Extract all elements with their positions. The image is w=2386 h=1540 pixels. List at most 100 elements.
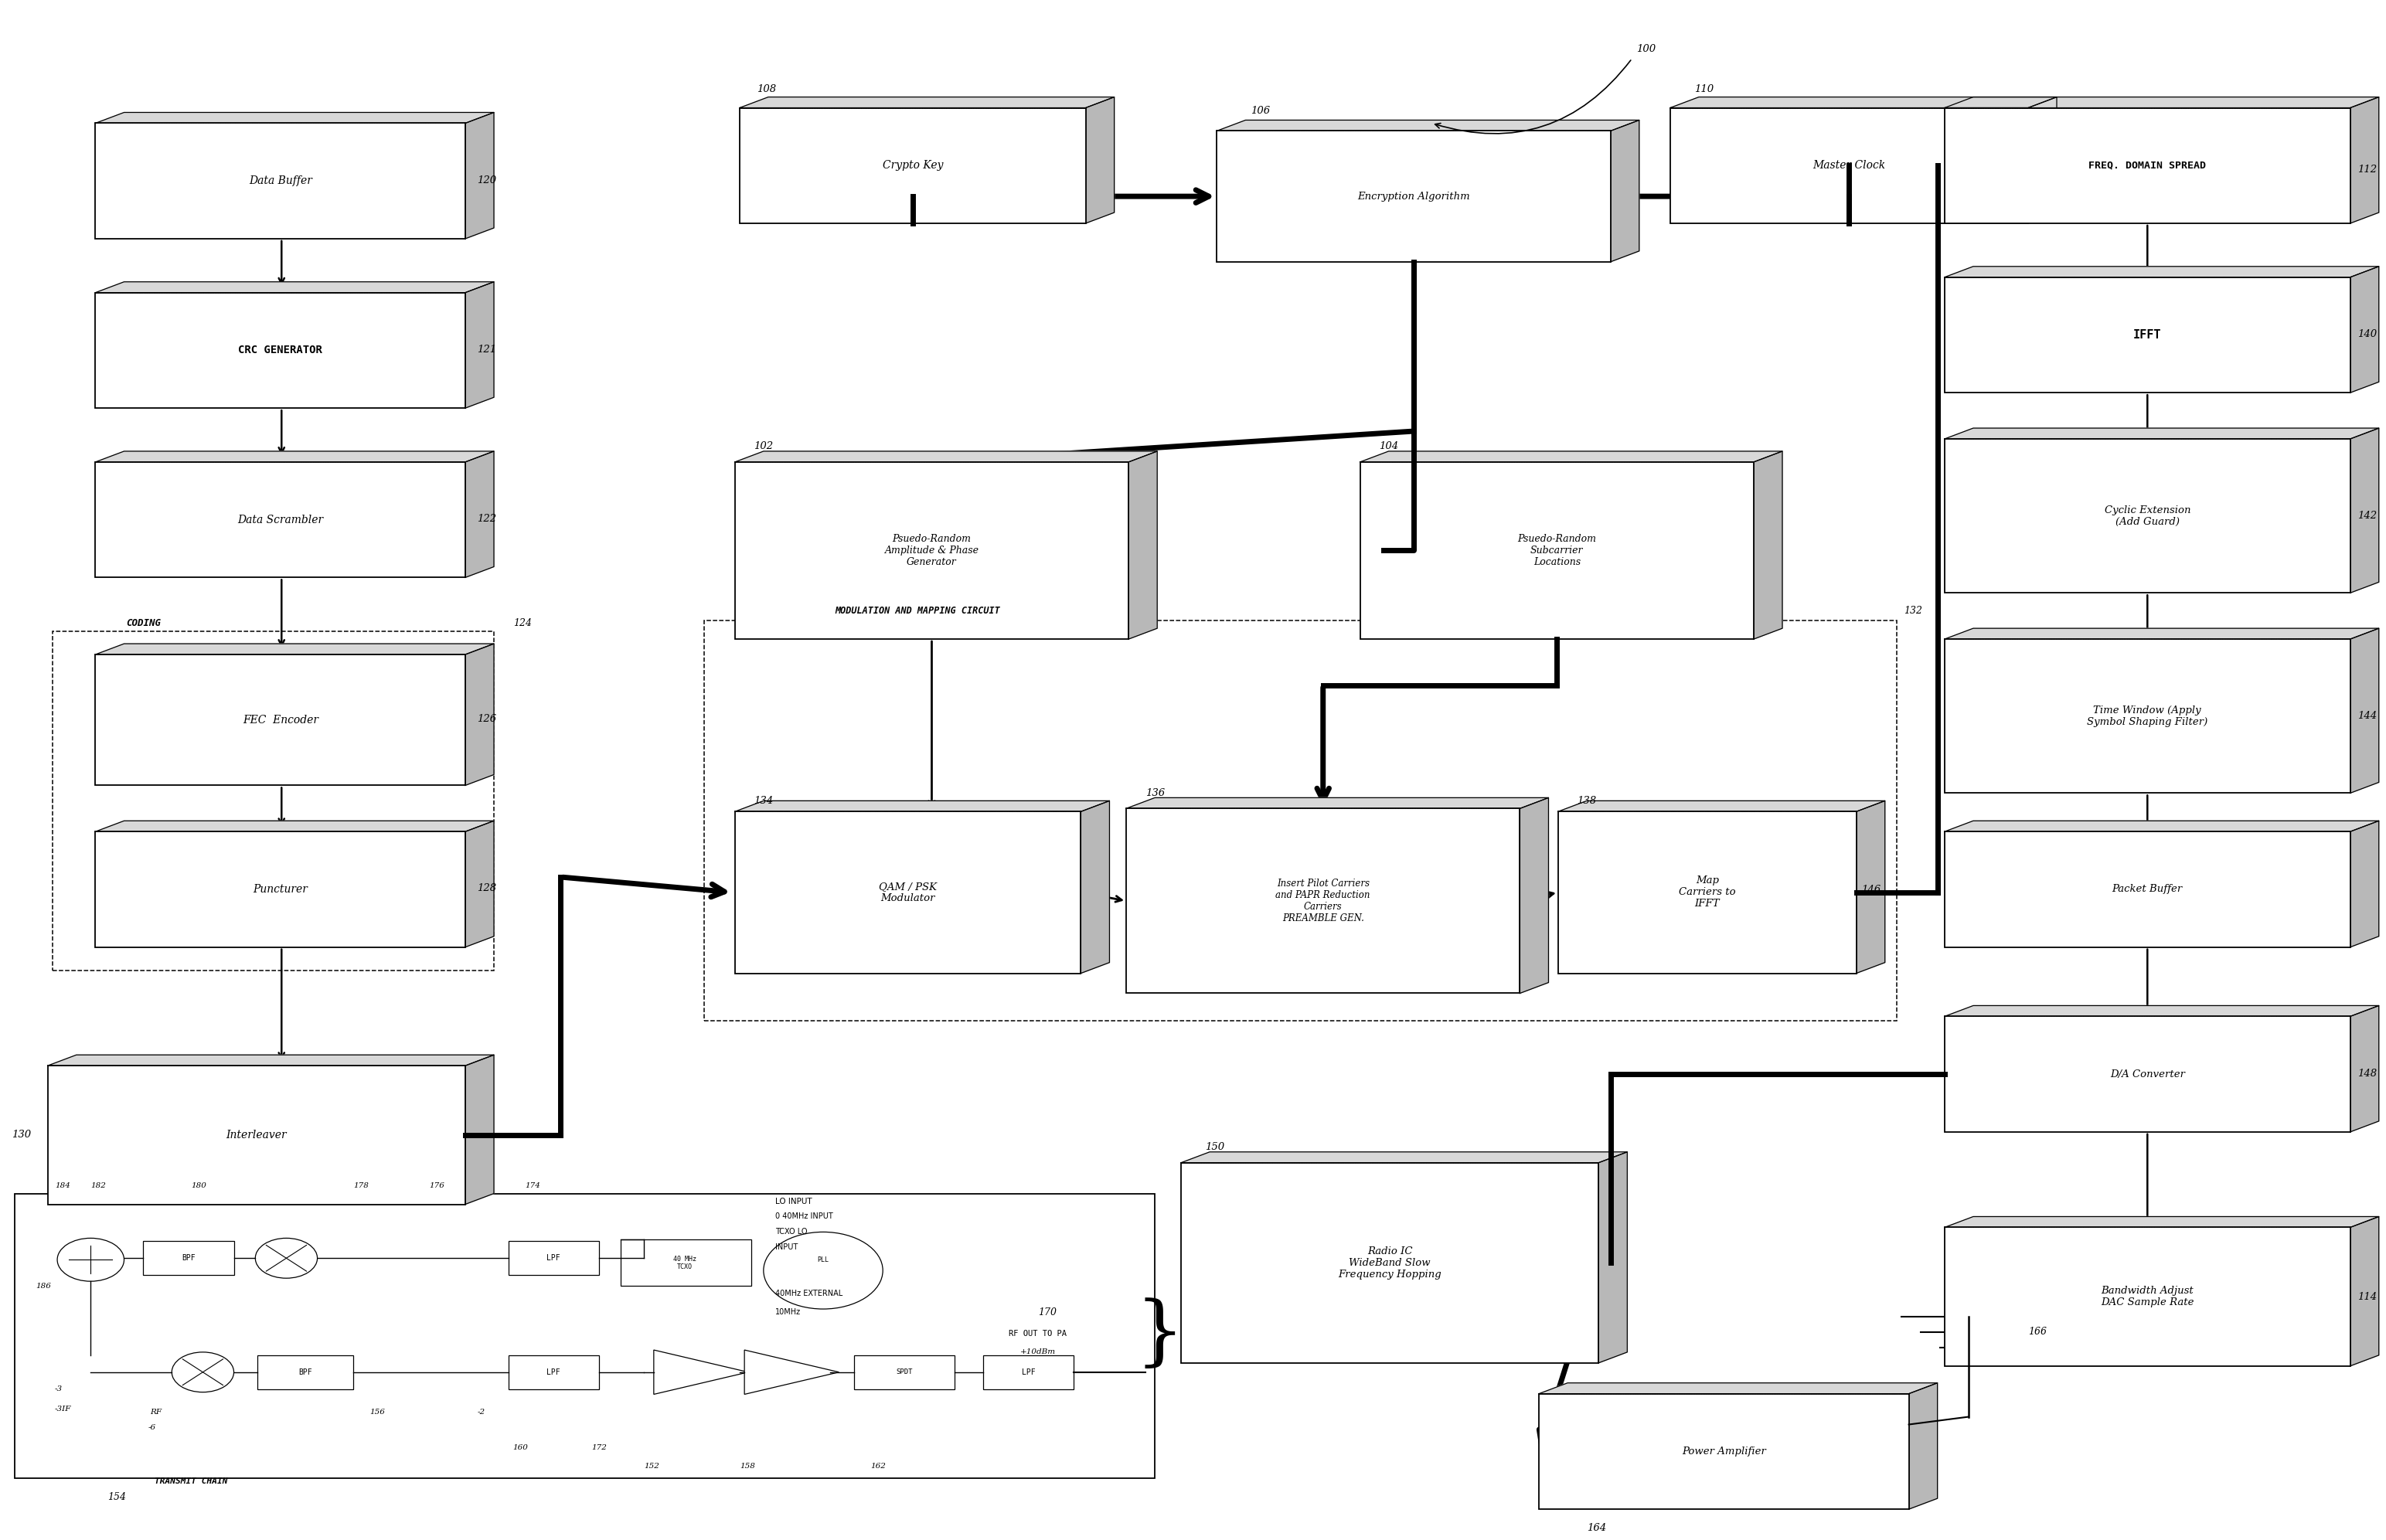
Polygon shape bbox=[465, 821, 494, 947]
Bar bbox=[1558, 812, 1856, 973]
Text: 150: 150 bbox=[1205, 1143, 1224, 1152]
Polygon shape bbox=[740, 97, 1114, 108]
Polygon shape bbox=[465, 112, 494, 239]
FancyArrowPatch shape bbox=[1434, 60, 1630, 134]
Text: 148: 148 bbox=[2357, 1069, 2376, 1078]
Bar bbox=[983, 1355, 1074, 1389]
Text: RF: RF bbox=[150, 1409, 162, 1415]
Polygon shape bbox=[2350, 97, 2379, 223]
Polygon shape bbox=[735, 801, 1109, 812]
Bar bbox=[1945, 1227, 2350, 1366]
Text: Packet Buffer: Packet Buffer bbox=[2112, 884, 2183, 895]
Text: PLL: PLL bbox=[818, 1257, 828, 1263]
Text: 130: 130 bbox=[12, 1130, 31, 1140]
Text: 164: 164 bbox=[1587, 1523, 1606, 1532]
Bar bbox=[95, 654, 465, 785]
Text: Encryption Algorithm: Encryption Algorithm bbox=[1358, 191, 1470, 202]
Text: 126: 126 bbox=[477, 715, 496, 724]
Text: Psuedo-Random
Amplitude & Phase
Generator: Psuedo-Random Amplitude & Phase Generato… bbox=[885, 534, 978, 567]
Text: 134: 134 bbox=[754, 796, 773, 805]
Text: 110: 110 bbox=[1694, 85, 1713, 94]
Text: Cyclic Extension
(Add Guard): Cyclic Extension (Add Guard) bbox=[2104, 505, 2190, 527]
Text: RF OUT TO PA: RF OUT TO PA bbox=[1009, 1329, 1067, 1338]
Bar bbox=[48, 1066, 465, 1204]
Polygon shape bbox=[465, 644, 494, 785]
Polygon shape bbox=[1558, 801, 1885, 812]
Polygon shape bbox=[1945, 628, 2379, 639]
Polygon shape bbox=[735, 451, 1157, 462]
Text: CODING: CODING bbox=[126, 618, 160, 628]
Text: 106: 106 bbox=[1250, 106, 1269, 116]
Polygon shape bbox=[1945, 266, 2379, 277]
Text: BPF: BPF bbox=[181, 1254, 196, 1263]
Polygon shape bbox=[1360, 451, 1782, 462]
Polygon shape bbox=[1754, 451, 1782, 639]
Circle shape bbox=[57, 1238, 124, 1281]
Bar bbox=[258, 1355, 353, 1389]
Text: 104: 104 bbox=[1379, 442, 1398, 451]
Text: INPUT: INPUT bbox=[775, 1243, 797, 1252]
Polygon shape bbox=[2350, 428, 2379, 593]
Text: LO INPUT: LO INPUT bbox=[775, 1197, 811, 1206]
Text: 162: 162 bbox=[871, 1463, 885, 1469]
Text: -3: -3 bbox=[55, 1386, 62, 1392]
Text: 146: 146 bbox=[1861, 885, 1880, 895]
Bar bbox=[508, 1355, 599, 1389]
Polygon shape bbox=[1945, 97, 2379, 108]
Text: 102: 102 bbox=[754, 442, 773, 451]
Text: Data Buffer: Data Buffer bbox=[248, 176, 313, 186]
Polygon shape bbox=[95, 451, 494, 462]
Polygon shape bbox=[1945, 1217, 2379, 1227]
Text: }: } bbox=[1136, 1298, 1183, 1372]
Bar bbox=[1945, 639, 2350, 793]
Text: 152: 152 bbox=[644, 1463, 659, 1469]
Polygon shape bbox=[2350, 821, 2379, 947]
Polygon shape bbox=[465, 451, 494, 578]
Text: Psuedo-Random
Subcarrier
Locations: Psuedo-Random Subcarrier Locations bbox=[1517, 534, 1596, 567]
Text: 121: 121 bbox=[477, 345, 496, 354]
Text: SPDT: SPDT bbox=[897, 1369, 911, 1375]
Bar bbox=[95, 293, 465, 408]
Text: 100: 100 bbox=[1637, 45, 1656, 54]
Text: Puncturer: Puncturer bbox=[253, 884, 308, 895]
Text: 114: 114 bbox=[2357, 1292, 2376, 1301]
Polygon shape bbox=[1081, 801, 1109, 973]
Bar bbox=[1539, 1394, 1909, 1509]
Polygon shape bbox=[1945, 821, 2379, 832]
Text: 140: 140 bbox=[2357, 330, 2376, 339]
Circle shape bbox=[255, 1238, 317, 1278]
Text: Map
Carriers to
IFFT: Map Carriers to IFFT bbox=[1680, 876, 1735, 909]
Bar bbox=[1945, 439, 2350, 593]
Text: 0 40MHz INPUT: 0 40MHz INPUT bbox=[775, 1212, 833, 1221]
Bar bbox=[95, 123, 465, 239]
Text: TRANSMIT CHAIN: TRANSMIT CHAIN bbox=[155, 1477, 227, 1486]
Bar bbox=[1670, 108, 2028, 223]
Text: 132: 132 bbox=[1904, 605, 1923, 616]
Polygon shape bbox=[1086, 97, 1114, 223]
Text: Crypto Key: Crypto Key bbox=[883, 160, 942, 171]
Text: 142: 142 bbox=[2357, 511, 2376, 521]
Text: Master Clock: Master Clock bbox=[1813, 160, 1885, 171]
Bar bbox=[735, 462, 1129, 639]
Polygon shape bbox=[1129, 451, 1157, 639]
Text: 136: 136 bbox=[1145, 788, 1164, 798]
Circle shape bbox=[172, 1352, 234, 1392]
Text: Bandwidth Adjust
DAC Sample Rate: Bandwidth Adjust DAC Sample Rate bbox=[2100, 1286, 2195, 1307]
Polygon shape bbox=[465, 1055, 494, 1204]
Bar bbox=[95, 832, 465, 947]
Polygon shape bbox=[1217, 120, 1639, 131]
Text: FEC  Encoder: FEC Encoder bbox=[243, 715, 317, 725]
Bar bbox=[52, 631, 494, 970]
Text: FREQ. DOMAIN SPREAD: FREQ. DOMAIN SPREAD bbox=[2088, 160, 2207, 171]
Polygon shape bbox=[95, 644, 494, 654]
Polygon shape bbox=[1909, 1383, 1937, 1509]
Text: 10MHz: 10MHz bbox=[775, 1307, 802, 1317]
Bar bbox=[1945, 108, 2350, 223]
Bar bbox=[1181, 1163, 1599, 1363]
Bar bbox=[14, 1194, 1155, 1478]
Polygon shape bbox=[1945, 1006, 2379, 1016]
Bar bbox=[740, 108, 1086, 223]
Polygon shape bbox=[1856, 801, 1885, 973]
Bar bbox=[1360, 462, 1754, 639]
Text: 128: 128 bbox=[477, 884, 496, 893]
